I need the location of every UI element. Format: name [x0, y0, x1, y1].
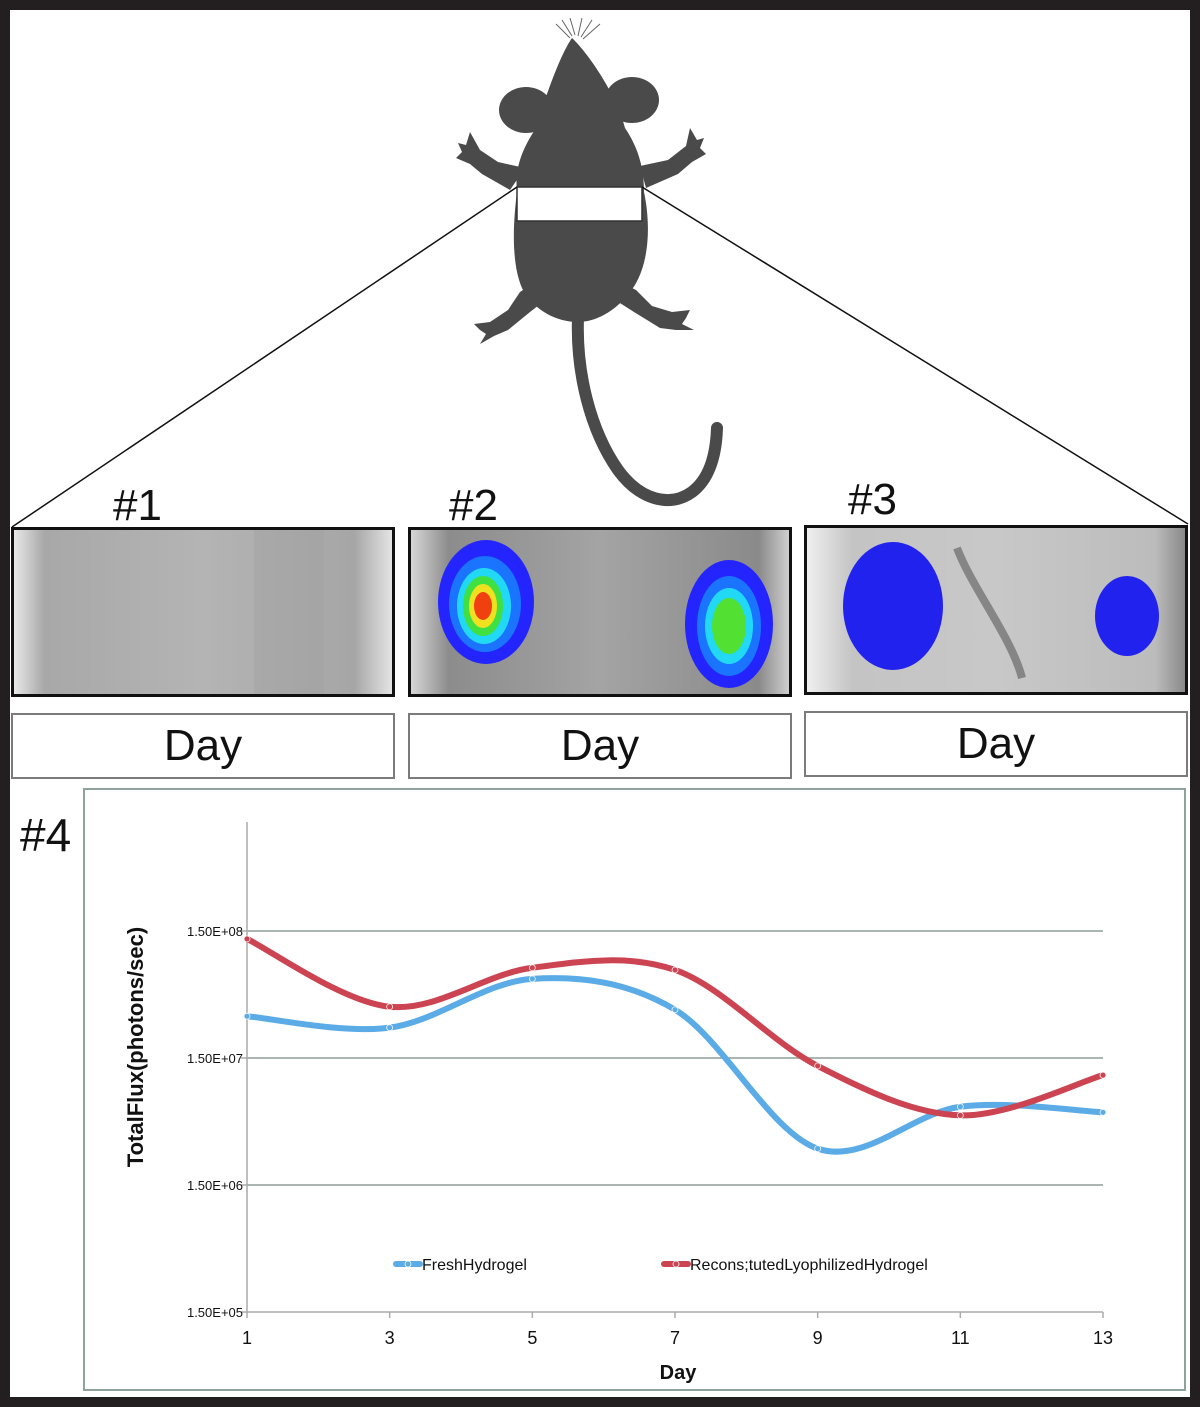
legend-marker — [672, 1260, 680, 1268]
tail — [571, 312, 723, 506]
signal-blob-left — [438, 540, 534, 664]
legend-marker — [404, 1260, 412, 1268]
signal-blob-left — [843, 542, 943, 670]
series-reconstituted-hydrogel — [243, 935, 1107, 1119]
x-tick-label: 11 — [951, 1328, 970, 1348]
x-tick-label: 5 — [527, 1328, 537, 1348]
day-box-2: Day — [408, 713, 792, 779]
right-arm — [640, 128, 706, 188]
x-tick-label: 9 — [813, 1328, 823, 1348]
data-point — [528, 975, 536, 983]
day-box-3: Day — [804, 711, 1188, 777]
data-point — [671, 966, 679, 974]
zoom-line-left — [11, 186, 518, 528]
signal-blob-right — [685, 560, 773, 688]
y-tick-labels: 1.50E+05 1.50E+06 1.50E+07 1.50E+08 — [187, 924, 243, 1320]
legend-label: FreshHydrogel — [422, 1257, 527, 1274]
data-point — [956, 1111, 964, 1119]
legend: FreshHydrogel Recons;tutedLyophilizedHydr… — [393, 1257, 928, 1274]
y-axis-label: TotalFlux(photons/sec) — [123, 927, 148, 1167]
series-fresh-hydrogel — [243, 975, 1107, 1155]
chart-container — [83, 788, 1186, 1391]
data-point — [386, 1003, 394, 1011]
left-leg — [474, 280, 548, 344]
series — [243, 935, 1107, 1155]
mouse-body — [513, 38, 648, 322]
x-axis-label: Day — [660, 1362, 698, 1384]
legend-label: Recons;tutedLyophilizedHydrogel — [690, 1257, 928, 1274]
grid — [241, 930, 1103, 1313]
mouse-illustration — [11, 17, 1189, 528]
y-tick-label: 1.50E+08 — [187, 924, 243, 939]
x-tick-label: 13 — [1093, 1328, 1113, 1348]
x-tick-label: 7 — [670, 1328, 680, 1348]
day-box-1: Day — [11, 713, 395, 779]
panel-label-3: #3 — [848, 475, 897, 524]
y-tick-label: 1.50E+06 — [187, 1178, 243, 1193]
x-tick-label: 3 — [385, 1328, 395, 1348]
data-point — [814, 1145, 822, 1153]
y-tick-label: 1.50E+07 — [187, 1051, 243, 1066]
data-point — [956, 1103, 964, 1111]
data-point — [386, 1024, 394, 1032]
data-point — [1099, 1071, 1107, 1079]
image-panel-2 — [408, 527, 792, 697]
y-tick-label: 1.50E+05 — [187, 1305, 243, 1320]
whiskers — [555, 17, 601, 40]
data-point — [528, 964, 536, 972]
right-leg — [612, 280, 694, 330]
image-panel-1 — [11, 527, 395, 697]
panel-label-2: #2 — [449, 481, 498, 530]
panel-label-4: #4 — [20, 809, 72, 861]
panel-label-1: #1 — [113, 481, 162, 530]
data-point — [243, 1012, 251, 1020]
axes — [246, 822, 1103, 1313]
region-band — [516, 186, 643, 222]
x-tick-label: 1 — [242, 1328, 252, 1348]
x-tick-labels: 1 3 5 7 9 11 13 — [242, 1312, 1113, 1348]
data-point — [671, 1006, 679, 1014]
image-panel-3 — [804, 525, 1188, 695]
signal-blob-right — [1095, 576, 1159, 656]
data-point — [1099, 1108, 1107, 1116]
left-arm — [456, 132, 525, 190]
data-point — [243, 935, 251, 943]
data-point — [814, 1062, 822, 1070]
zoom-line-right — [641, 186, 1189, 525]
